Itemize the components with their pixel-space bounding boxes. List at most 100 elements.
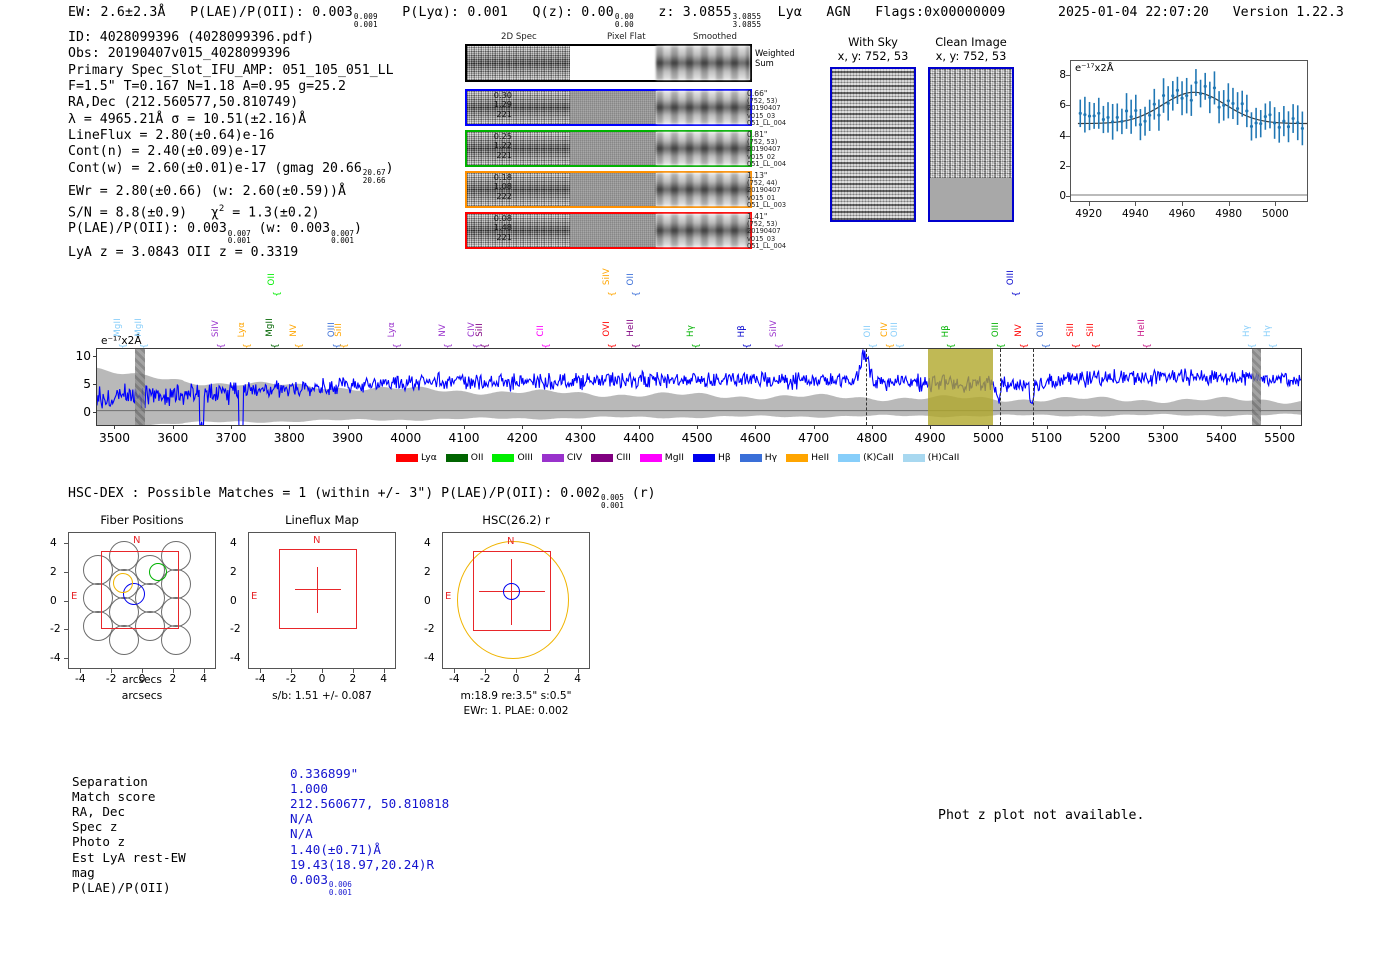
legend-item: CIII <box>591 452 631 463</box>
fiber-3-right-labels: 1.13" (752, 44) 20190407 v015_01 051_LL_… <box>747 171 787 210</box>
emission-line-label: Lyα <box>387 321 398 337</box>
spectrum-masked-region <box>1251 349 1262 425</box>
header-plae-lower: 0.001 <box>353 20 378 30</box>
spectrum-ytick: 10 <box>75 348 91 363</box>
spectrum-xtick: 3700 <box>215 431 247 445</box>
legend-label: (H)CaII <box>927 452 960 463</box>
match-table-label: Photo z <box>72 834 126 850</box>
weighted-sum-smoothed-image <box>656 46 750 80</box>
fiber-4-left-labels: 0.08 1.48 221 <box>493 213 512 242</box>
match-table-label: RA, Dec <box>72 804 126 820</box>
spectrum-xtick-mark <box>638 425 640 429</box>
info-plae-w-lower: 0.001 <box>331 236 354 246</box>
emission-line-label: NV <box>438 324 449 337</box>
weighted-sum-label: Weighted Sum <box>755 48 795 68</box>
spectrum-xtick-mark <box>755 425 757 429</box>
legend-item: Hβ <box>692 452 731 463</box>
header-z-lower: 3.0855 <box>732 20 762 30</box>
line-fit-ytick: 4 <box>1059 129 1066 142</box>
info-chi2-value: = 1.3(±0.2) <box>224 205 320 221</box>
line-fit-xtick-mark <box>1135 202 1137 206</box>
fiber-circle-highlight <box>113 573 133 593</box>
legend-item: CIV <box>541 452 583 463</box>
panel-xtick: 2 <box>169 673 177 685</box>
fiber-4-pixelflat-image <box>569 214 657 247</box>
emission-line-brace: } <box>883 343 894 349</box>
header-z: z: 3.0855 <box>658 5 732 20</box>
fiber-1-2dspec-image <box>467 91 570 124</box>
panel-ytick: 4 <box>230 537 237 550</box>
info-primary-spec-slot: Primary Spec_Slot_IFU_AMP: 051_105_051_L… <box>68 62 394 78</box>
fiber-positions-panel: Fiber Positions N E arcsecs <box>68 513 216 686</box>
line-fit-ytick-mark <box>1066 75 1070 77</box>
spectrum-xtick-mark <box>172 425 174 429</box>
info-cont-n: Cont(n) = 2.40(±0.09)e-17 <box>68 144 267 160</box>
emission-line-label: SiIV <box>768 319 779 337</box>
emission-line-label: SiII <box>1065 323 1076 337</box>
emission-line-label: HeII <box>625 319 636 337</box>
emission-line-label: HeII <box>1137 319 1148 337</box>
emission-line-label: OII <box>625 272 636 285</box>
panel-xtick-mark <box>80 669 82 673</box>
panel-xtick: 2 <box>349 673 357 685</box>
compass-n-label: N <box>507 536 515 547</box>
spectrum-xtick: 5300 <box>1147 431 1179 445</box>
spectrum-xtick: 4700 <box>798 431 830 445</box>
panel-xtick: 4 <box>380 673 388 685</box>
line-fit-unit-label: e⁻¹⁷x2Å <box>1075 63 1114 74</box>
match-table-value-text: 19.43(18.97,20.24)R <box>290 856 435 872</box>
legend-swatch <box>838 453 861 462</box>
match-table-value-text: 1.000 <box>290 781 328 797</box>
spectrum-legend: Lyα OII OIII CIV CIII MgII Hβ Hγ HeII (K)CaII (H)C… <box>396 452 959 463</box>
line-fit-ytick: 8 <box>1059 69 1066 82</box>
emission-line-brace: } <box>689 343 700 349</box>
line-fit-xtick-mark <box>1088 202 1090 206</box>
panel-xtick: -4 <box>255 673 266 685</box>
spectrum-xtick-mark <box>930 425 932 429</box>
emission-line-brace: } <box>214 343 225 349</box>
legend-label: CIV <box>566 452 583 463</box>
spectrum-xtick-mark <box>697 425 699 429</box>
chi-exponent: 2 <box>218 203 225 214</box>
emission-line-label: OIII <box>1035 321 1046 337</box>
host-ellipse <box>457 541 569 659</box>
header-class: AGN <box>826 5 851 20</box>
panel-xtick-mark <box>291 669 293 673</box>
spectrum-ytick-mark <box>93 412 97 414</box>
panel-ytick: 0 <box>424 594 431 607</box>
spectrum-xtick: 4300 <box>565 431 597 445</box>
emission-line-brace: } <box>772 343 783 349</box>
panel-xtick-mark <box>454 669 456 673</box>
panel-ytick: 4 <box>424 537 431 550</box>
emission-line-brace: } <box>1017 343 1028 349</box>
legend-swatch <box>639 453 662 462</box>
header-plae-value: 0.003 <box>312 5 353 20</box>
panel-ytick: -4 <box>230 651 241 664</box>
clean-image-coords: x, y: 752, 53 <box>935 49 1007 63</box>
header-plae-label: P(LAE)/P(OII): <box>190 5 305 20</box>
emission-line-label: MgII <box>265 318 276 337</box>
header-qz-lower: 0.00 <box>614 20 634 30</box>
panel-xtick: -4 <box>75 673 86 685</box>
spectrum-xtick: 3900 <box>332 431 364 445</box>
emission-line-brace: } <box>741 343 752 349</box>
fiber-3-smoothed-image <box>656 173 750 206</box>
panel-xtick-mark <box>383 669 385 673</box>
spectrum-xtick-mark <box>289 425 291 429</box>
info-gmag-lower: 20.66 <box>362 175 386 185</box>
clean-image-image <box>928 67 1014 222</box>
info-plae: P(LAE)/P(OII): 0.003 0.007 0.001 (w: 0.003… <box>68 221 394 245</box>
spectrum-masked-region <box>134 349 146 425</box>
chi-symbol: χ <box>210 205 219 221</box>
spectrum-xtick: 4900 <box>914 431 946 445</box>
panel-ytick-mark <box>64 571 68 573</box>
aperture-box <box>279 549 357 629</box>
fiber-2-smoothed-image <box>656 132 750 165</box>
panel-xtick-mark <box>485 669 487 673</box>
emission-line-label: OVI <box>602 321 613 337</box>
match-table-label: P(LAE)/P(OII) <box>72 879 171 895</box>
legend-item: OII <box>445 452 483 463</box>
spectrum-ytick-mark <box>93 355 97 357</box>
spectrum-xtick-mark <box>114 425 116 429</box>
emission-line-label: Hβ <box>737 324 748 337</box>
